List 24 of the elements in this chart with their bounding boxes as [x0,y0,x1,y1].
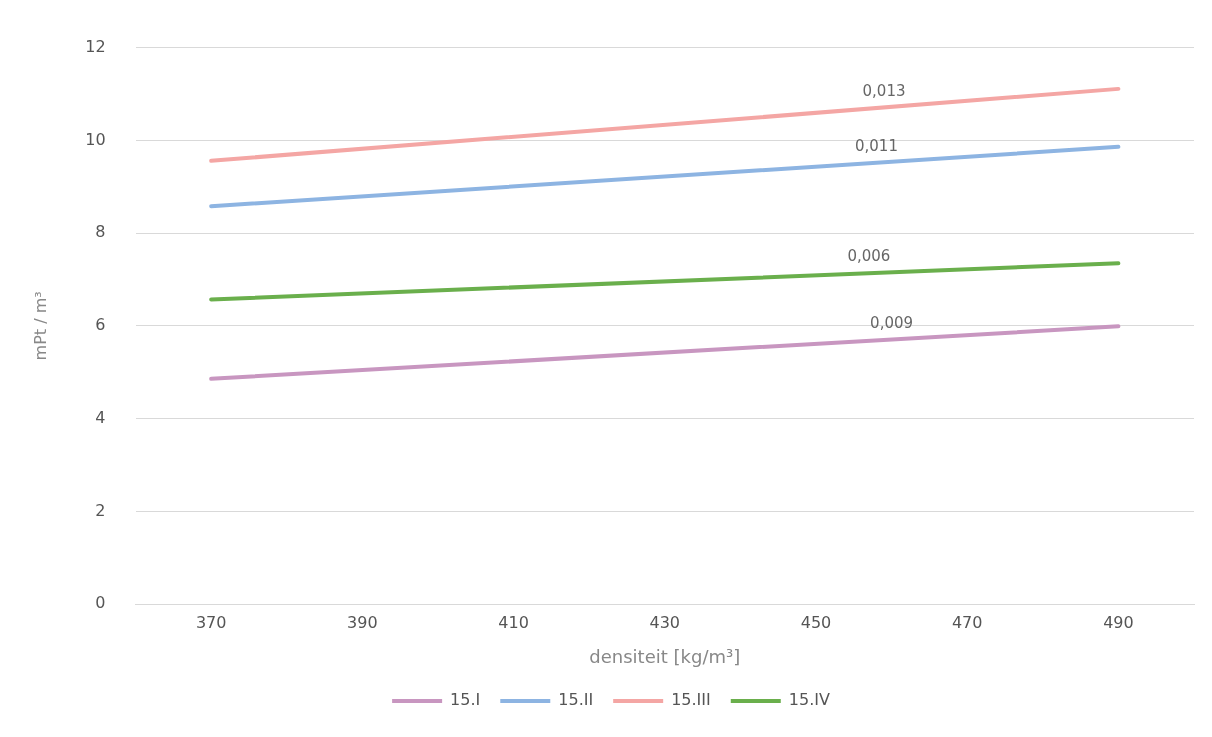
y-tick-label: 8 [95,222,106,242]
legend-label: 15.III [671,690,711,710]
legend-label: 15.I [450,690,481,710]
y-tick-label: 0 [95,593,106,613]
x-tick-label: 370 [195,612,227,632]
y-tick-label: 2 [95,500,106,520]
annotation: 0,011 [854,137,898,156]
x-tick-label: 410 [498,612,529,632]
y-axis-title: mPt / m³ [30,291,50,361]
y-tick-label: 6 [95,315,106,335]
x-tick-label: 450 [800,612,832,632]
x-axis-title: densiteit [kg/m³] [589,645,741,667]
x-tick-label: 390 [347,612,378,632]
x-tick-label: 470 [951,612,983,632]
y-tick-label: 4 [95,407,106,427]
annotation: 0,009 [870,314,914,333]
annotation: 0,006 [847,247,891,266]
annotation: 0,013 [862,81,906,100]
y-tick-label: 12 [85,36,106,56]
y-tick-label: 10 [85,129,106,149]
legend-label: 15.IV [788,690,830,710]
legend-label: 15.II [558,690,594,710]
x-tick-label: 490 [1103,612,1134,632]
x-tick-label: 430 [649,612,681,632]
